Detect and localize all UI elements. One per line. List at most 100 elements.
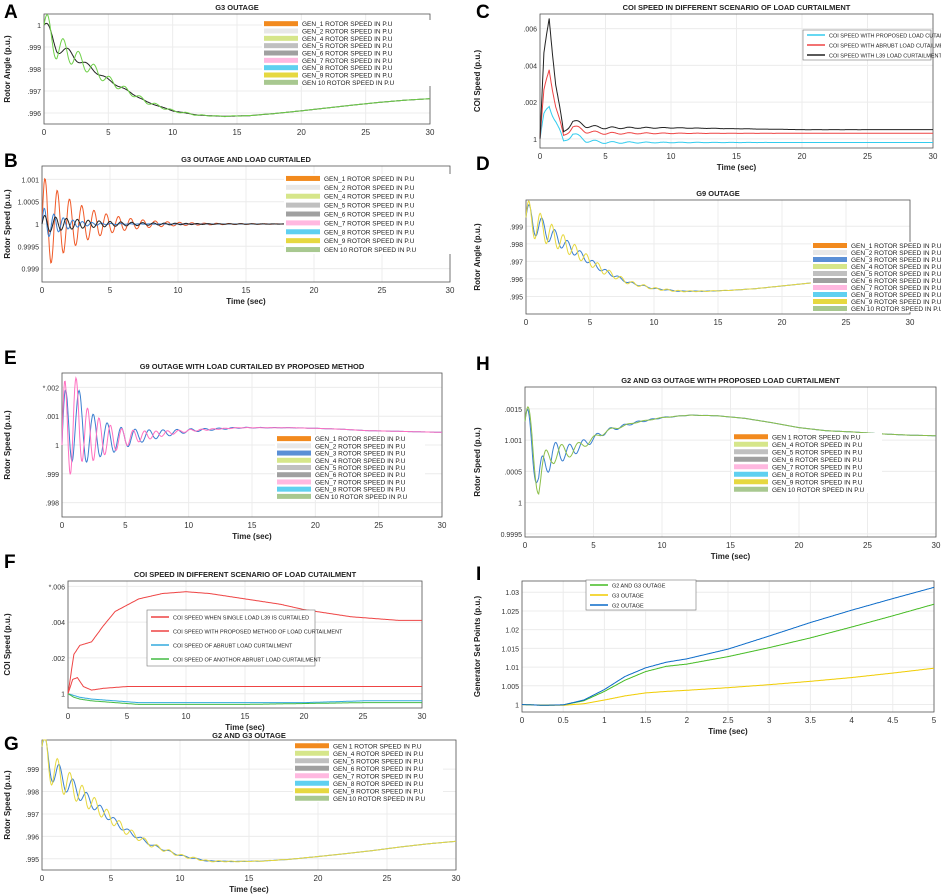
legend-label: GEN_5 ROTOR SPEED IN P.U xyxy=(302,43,393,50)
legend-label: COI SPEED WITH ABRUBT LOAD CUTAILMENT xyxy=(829,44,941,50)
x-tick-label: 0 xyxy=(42,128,47,137)
y-tick-label: 1 xyxy=(37,23,41,30)
legend-swatch xyxy=(295,758,329,764)
legend-swatch xyxy=(277,436,311,442)
legend-swatch xyxy=(734,434,768,440)
y-axis-label: Rotor Speed (p.u.) xyxy=(3,189,12,259)
x-tick-label: 0 xyxy=(538,152,543,161)
y-tick-label: .999 xyxy=(25,767,39,774)
series-red-top xyxy=(67,591,422,694)
legend-swatch xyxy=(813,271,847,276)
legend: COI SPEED WHEN SINGLE LOAD L39 IS CURTAI… xyxy=(146,609,343,667)
x-tick-label: 30 xyxy=(426,128,435,137)
y-tick-label: .0015 xyxy=(504,407,522,414)
legend-label: GEN_4 ROTOR SPEED IN P.U xyxy=(333,751,424,758)
legend-swatch xyxy=(264,65,298,71)
chart-title: G3 OUTAGE xyxy=(215,3,259,12)
y-tick-label: 1 xyxy=(515,703,519,710)
legend-swatch xyxy=(277,486,311,492)
legend-label: COI SPEED WHEN SINGLE LOAD L39 IS CURTAI… xyxy=(173,616,309,622)
y-tick-label: 1 xyxy=(55,443,59,450)
y-tick-label: .002 xyxy=(51,656,65,663)
panel-letter-b: B xyxy=(4,151,18,172)
legend-label: GEN_6 ROTOR SPEED IN P.U xyxy=(302,51,393,58)
legend-swatch xyxy=(813,285,847,290)
legend-label: GEN_9 ROTOR SPEED IN P.U xyxy=(302,73,393,80)
series-pink xyxy=(61,376,442,475)
x-tick-label: 20 xyxy=(798,152,807,161)
series-green xyxy=(67,693,422,705)
legend-swatch xyxy=(813,243,847,248)
legend-swatch xyxy=(813,299,847,304)
x-tick-label: 10 xyxy=(182,712,191,721)
panel-letter-e: E xyxy=(4,348,17,369)
legend-swatch xyxy=(264,28,298,34)
legend-label: G2 AND G3 OUTAGE xyxy=(612,584,666,590)
panel-letter-i: I xyxy=(476,564,482,585)
legend-swatch xyxy=(277,493,311,499)
chart-title: COI SPEED IN DIFFERENT SCENARIO OF LOAD … xyxy=(134,570,357,579)
y-tick-label: 1 xyxy=(533,137,537,144)
panel-letter-a: A xyxy=(4,2,18,23)
legend-label: GEN_7 ROTOR SPEED IN P.U xyxy=(772,464,863,471)
series-cyan xyxy=(539,105,933,144)
x-tick-label: 5 xyxy=(125,712,130,721)
x-tick-label: 0 xyxy=(40,874,45,883)
legend-swatch xyxy=(264,57,298,63)
x-tick-label: 25 xyxy=(361,128,370,137)
plot-frame xyxy=(524,386,937,538)
legend-swatch xyxy=(295,788,329,794)
x-tick-label: 15 xyxy=(248,521,257,530)
plot-frame xyxy=(67,580,423,709)
y-tick-label: .001 xyxy=(45,414,59,421)
legend-swatch xyxy=(734,486,768,492)
legend-swatch xyxy=(734,464,768,470)
x-tick-label: 25 xyxy=(374,521,383,530)
y-axis-label: Rotor Angle (p.u.) xyxy=(473,223,482,291)
legend-swatch xyxy=(286,211,320,217)
chart-svg-b: 0 5 10 15 20 25 30 1.001 1.0005 1 0.9995 0.999 G3 OU… xyxy=(3,155,462,306)
legend-swatch xyxy=(277,472,311,478)
x-tick-label: 30 xyxy=(452,874,461,883)
x-tick-label: 20 xyxy=(314,874,323,883)
legend-label: GEN 10 ROTOR SPEED IN P.U xyxy=(302,80,395,87)
chart-panel-f: 0 5 10 15 20 25 30 *.006 .004 .002 1 COI SPEED IN D… xyxy=(0,565,470,750)
x-tick-label: 15 xyxy=(245,874,254,883)
legend-swatch xyxy=(734,456,768,462)
y-axis-label: Rotor Speed (p.u.) xyxy=(3,410,12,480)
series-g2-outage xyxy=(522,586,935,706)
chart-title: G9 OUTAGE WITH LOAD CURTAILED BY PROPOSE… xyxy=(140,362,365,371)
legend-swatch xyxy=(813,292,847,297)
legend-label: GEN_6 ROTOR SPEED IN P.U xyxy=(324,212,415,219)
legend-swatch xyxy=(286,220,320,226)
legend-label: GEN_1 ROTOR SPEED IN P.U xyxy=(324,176,415,183)
x-tick-label: 10 xyxy=(176,874,185,883)
y-tick-label: .998 xyxy=(25,790,39,797)
x-tick-label: 25 xyxy=(863,541,872,550)
legend-swatch xyxy=(264,50,298,56)
x-tick-label: 0 xyxy=(60,521,65,530)
x-tick-label: 25 xyxy=(378,286,387,295)
legend-label: GEN_8 ROTOR SPEED IN P.U xyxy=(302,65,393,72)
x-tick-label: 10 xyxy=(174,286,183,295)
legend-label: GEN 10 ROTOR SPEED IN P.U xyxy=(772,487,865,494)
series-yellow xyxy=(41,739,457,863)
chart-panel-e: 0 5 10 15 20 25 30 *.002 .001 1 .999 .998 G9 OUTAGE … xyxy=(0,345,470,541)
x-tick-label: 4.5 xyxy=(887,716,899,725)
legend-swatch xyxy=(813,264,847,269)
y-tick-label: .999 xyxy=(45,472,59,479)
x-tick-label: 15 xyxy=(714,318,723,327)
chart-panel-d: 0 5 10 15 20 25 30 .999 .998 .997 .996 .995 G9 OUTAG… xyxy=(470,152,941,332)
legend-label: GEN_2 ROTOR SPEED IN P.U xyxy=(324,185,415,192)
legend-swatch xyxy=(734,479,768,485)
y-tick-label: 1.015 xyxy=(501,646,519,653)
legend-label: GEN_1 ROTOR SPEED IN P.U xyxy=(315,436,406,443)
legend-swatch xyxy=(286,175,320,181)
chart-panel-b: 0 5 10 15 20 25 30 1.001 1.0005 1 0.9995 0.999 G3 OU… xyxy=(0,152,470,332)
legend-swatch xyxy=(277,457,311,463)
x-tick-label: 15 xyxy=(732,152,741,161)
legend-label: COI SPEED WITH PROPOSED METHOD OF LOAD C… xyxy=(173,630,343,636)
x-tick-label: 5 xyxy=(108,286,113,295)
y-tick-label: .006 xyxy=(523,27,537,34)
